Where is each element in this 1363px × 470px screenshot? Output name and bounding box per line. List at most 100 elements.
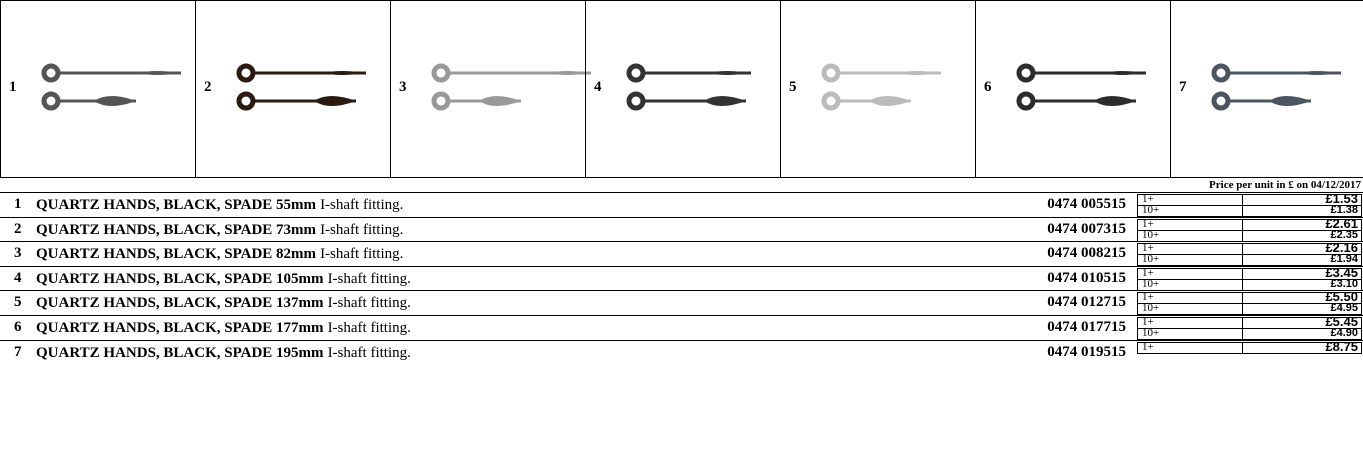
quantity: 10+ [1142, 277, 1160, 290]
price: £8.75 [1325, 338, 1358, 354]
item-name: QUARTZ HANDS, BLACK, SPADE 177mm [36, 320, 324, 336]
price: £1.53 [1325, 191, 1358, 206]
hand-spade [479, 96, 521, 106]
clock-hands [821, 63, 941, 111]
item-number: 1 [14, 196, 22, 212]
hand-spade [94, 96, 136, 106]
price-box [1242, 328, 1362, 340]
quantity: 1+ [1142, 291, 1154, 304]
hand-hub [1211, 63, 1231, 83]
price-note: Price per unit in £ on 04/12/2017 [1209, 179, 1361, 191]
item-number: 6 [14, 319, 22, 335]
price: £2.61 [1325, 215, 1358, 231]
hand-spade [704, 96, 746, 106]
image-cell: 6 [975, 0, 1171, 178]
item-line: QUARTZ HANDS, BLACK, SPADE 137mm I-shaft … [36, 294, 411, 312]
quantity: 1+ [1142, 217, 1154, 230]
item-name: QUARTZ HANDS, BLACK, SPADE 73mm [36, 221, 317, 238]
price-box [1242, 341, 1362, 354]
quantity: 1+ [1142, 340, 1154, 353]
item-name: QUARTZ HANDS, BLACK, SPADE 137mm [36, 295, 324, 312]
row-rule [0, 339, 1363, 341]
hand-hub [821, 91, 841, 111]
item-line: QUARTZ HANDS, BLACK, SPADE 195mm I-shaft … [36, 344, 411, 362]
item-description: I-shaft fitting. [327, 320, 411, 336]
item-number: 7 [14, 343, 22, 360]
clock-hands [41, 63, 181, 111]
item-code: 0474 005515 [1047, 196, 1126, 212]
hand-spade [709, 71, 751, 75]
hand-hub [41, 91, 61, 111]
clock-hands [1211, 63, 1341, 111]
image-label: 2 [204, 79, 212, 95]
image-cell: 3 [390, 0, 591, 178]
clock-hands [431, 63, 591, 111]
price-box [1242, 229, 1362, 242]
image-cell: 2 [195, 0, 391, 178]
hand-hub [431, 91, 451, 111]
quantity: 10+ [1142, 228, 1160, 241]
hand-spade [139, 71, 181, 75]
hand-spade [869, 96, 911, 106]
hand-spade [1104, 71, 1146, 75]
price: £2.16 [1325, 240, 1358, 256]
quantity: 1+ [1142, 316, 1154, 328]
item-name: QUARTZ HANDS, BLACK, SPADE 55mm [36, 197, 317, 213]
clock-hands [626, 63, 751, 111]
price-box [1242, 205, 1362, 217]
quantity: 1+ [1142, 193, 1154, 205]
image-label: 7 [1179, 79, 1187, 95]
item-name: QUARTZ HANDS, BLACK, SPADE 105mm [36, 270, 324, 287]
hand-spade [899, 71, 941, 75]
price: £4.90 [1330, 327, 1358, 339]
image-label: 6 [984, 79, 992, 95]
item-name: QUARTZ HANDS, BLACK, SPADE 82mm [36, 246, 317, 263]
hand-hub [1211, 91, 1231, 111]
item-description: I-shaft fitting. [327, 344, 411, 361]
item-line: QUARTZ HANDS, BLACK, SPADE 55mm I-shaft f… [36, 196, 403, 214]
item-code: 0474 008215 [1047, 245, 1126, 262]
item-line: QUARTZ HANDS, BLACK, SPADE 73mm I-shaft f… [36, 221, 403, 239]
item-code: 0474 010515 [1047, 269, 1126, 286]
item-code: 0474 019515 [1047, 343, 1126, 360]
item-line: QUARTZ HANDS, BLACK, SPADE 105mm I-shaft … [36, 270, 411, 288]
item-description: I-shaft fitting. [327, 270, 411, 287]
hand-spade [1269, 96, 1311, 106]
quantity: 10+ [1142, 302, 1160, 315]
quantity: 1+ [1142, 266, 1154, 279]
item-code: 0474 017715 [1047, 319, 1126, 335]
quantity: 1+ [1142, 242, 1154, 255]
hand-spade [549, 71, 591, 75]
price: £5.50 [1325, 289, 1358, 305]
hand-hub [626, 91, 646, 111]
image-label: 4 [594, 79, 602, 95]
image-cell: 7 [1170, 0, 1363, 178]
item-code: 0474 012715 [1047, 294, 1126, 311]
hand-hub [236, 63, 256, 83]
image-cell: 1 [0, 0, 196, 178]
hand-hub [821, 63, 841, 83]
price-box [1242, 278, 1362, 291]
price: £4.95 [1330, 302, 1358, 315]
row-rule [0, 192, 1363, 193]
image-cell: 5 [780, 0, 976, 178]
hand-hub [1016, 63, 1036, 83]
hand-hub [236, 91, 256, 111]
row-rule [0, 241, 1363, 243]
hand-spade [324, 71, 366, 75]
price: £2.35 [1330, 228, 1358, 241]
item-description: I-shaft fitting. [320, 197, 404, 213]
price: £1.38 [1330, 204, 1358, 216]
image-label: 1 [9, 79, 17, 95]
hand-spade [314, 96, 356, 106]
hand-hub [41, 63, 61, 83]
price: £3.45 [1325, 264, 1358, 280]
row-rule [0, 216, 1363, 218]
hand-spade [1094, 96, 1136, 106]
row-rule [0, 315, 1363, 316]
item-description: I-shaft fitting. [327, 295, 411, 312]
item-description: I-shaft fitting. [320, 246, 404, 263]
item-number: 3 [14, 245, 22, 262]
price: £3.10 [1330, 277, 1358, 290]
